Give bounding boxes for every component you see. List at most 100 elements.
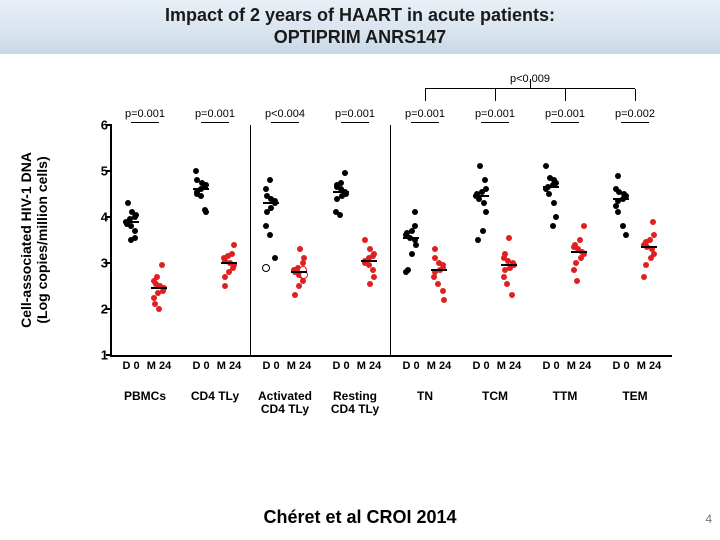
data-point-d0	[483, 186, 489, 192]
y-tick	[106, 308, 112, 310]
data-point-m24	[506, 235, 512, 241]
median-line	[151, 287, 167, 289]
plot-area	[110, 125, 672, 357]
data-point-m24	[432, 255, 438, 261]
x-tick-label: M 24	[357, 360, 381, 372]
data-point-m24	[370, 267, 376, 273]
data-point-d0	[193, 168, 199, 174]
data-point-m24	[371, 251, 377, 257]
median-line	[431, 269, 447, 271]
p-value-bar	[551, 122, 579, 123]
data-point-d0	[615, 173, 621, 179]
data-point-m24	[229, 251, 235, 257]
data-point-d0	[412, 209, 418, 215]
data-point-d0	[338, 180, 344, 186]
group-separator	[250, 125, 251, 355]
data-point-m24	[440, 288, 446, 294]
y-tick	[106, 216, 112, 218]
page-number: 4	[705, 512, 712, 526]
category-label: Resting CD4 TLy	[331, 390, 379, 416]
bracket-drop	[565, 89, 566, 101]
title-line-2: OPTIPRIM ANRS147	[274, 27, 446, 47]
median-line	[473, 195, 489, 197]
y-tick	[106, 262, 112, 264]
median-line	[543, 186, 559, 188]
x-tick-label: M 24	[567, 360, 591, 372]
y-axis-title-text: Cell-associated HIV-1 DNA (Log copies/mi…	[18, 152, 50, 328]
data-point-m24	[651, 232, 657, 238]
data-point-m24	[641, 274, 647, 280]
data-point-d0	[483, 209, 489, 215]
title-bar: Impact of 2 years of HAART in acute pati…	[0, 0, 720, 54]
p-value-label: p=0.001	[195, 108, 235, 120]
category-label: PBMCs	[124, 390, 166, 403]
x-tick-label: M 24	[637, 360, 661, 372]
data-point-d0	[477, 163, 483, 169]
p-value-bar	[271, 122, 299, 123]
data-point-m24	[574, 278, 580, 284]
data-point-m24	[154, 274, 160, 280]
p-value-label: p=0.002	[615, 108, 655, 120]
data-point-m24	[301, 255, 307, 261]
median-line	[221, 262, 237, 264]
top-bracket	[425, 88, 635, 89]
data-point-d0	[272, 255, 278, 261]
data-point-m24	[231, 242, 237, 248]
data-point-d0	[475, 237, 481, 243]
x-tick-label: M 24	[287, 360, 311, 372]
median-line	[263, 202, 279, 204]
data-point-d0	[333, 209, 339, 215]
data-point-m24	[432, 246, 438, 252]
data-point-m24	[435, 281, 441, 287]
p-value-label: p=0.001	[335, 108, 375, 120]
data-point-d0	[553, 214, 559, 220]
data-point-d0	[412, 223, 418, 229]
y-tick	[106, 124, 112, 126]
data-point-d0	[480, 228, 486, 234]
data-point-m24	[502, 251, 508, 257]
median-line	[361, 260, 377, 262]
data-point-d0	[613, 186, 619, 192]
data-point-d0	[615, 209, 621, 215]
data-point-m24	[156, 306, 162, 312]
data-point-d0	[132, 235, 138, 241]
data-point-d0	[263, 186, 269, 192]
data-point-d0	[550, 223, 556, 229]
x-tick-label: M 24	[427, 360, 451, 372]
data-point-m24	[504, 281, 510, 287]
category-label: TCM	[482, 390, 508, 403]
data-point-d0	[202, 207, 208, 213]
p-value-label: p=0.001	[405, 108, 445, 120]
top-p-value: p<0.009	[510, 73, 550, 85]
category-label: TN	[417, 390, 433, 403]
median-line	[501, 264, 517, 266]
data-point-m24	[441, 297, 447, 303]
x-tick-label: D 0	[542, 360, 559, 372]
x-tick-label: D 0	[472, 360, 489, 372]
chart-figure: Cell-associated HIV-1 DNA (Log copies/mi…	[30, 70, 690, 470]
median-line	[193, 188, 209, 190]
data-point-m24	[501, 274, 507, 280]
data-point-d0	[409, 251, 415, 257]
median-line	[613, 198, 629, 200]
bracket-drop	[495, 89, 496, 101]
data-point-m24	[222, 283, 228, 289]
x-tick-label: D 0	[122, 360, 139, 372]
data-point-m24	[367, 246, 373, 252]
bracket-drop	[635, 89, 636, 101]
data-point-d0-open	[262, 264, 270, 272]
y-axis-title: Cell-associated HIV-1 DNA (Log copies/mi…	[24, 130, 44, 350]
data-point-m24	[577, 237, 583, 243]
data-point-d0	[125, 200, 131, 206]
x-tick-label: D 0	[402, 360, 419, 372]
category-label: TTM	[553, 390, 578, 403]
p-value-bar	[411, 122, 439, 123]
x-tick-label: D 0	[262, 360, 279, 372]
p-value-label: p=0.001	[545, 108, 585, 120]
group-separator	[390, 125, 391, 355]
data-point-d0	[267, 232, 273, 238]
data-point-d0	[264, 193, 270, 199]
x-tick-label: M 24	[147, 360, 171, 372]
data-point-d0	[132, 228, 138, 234]
data-point-m24	[643, 262, 649, 268]
